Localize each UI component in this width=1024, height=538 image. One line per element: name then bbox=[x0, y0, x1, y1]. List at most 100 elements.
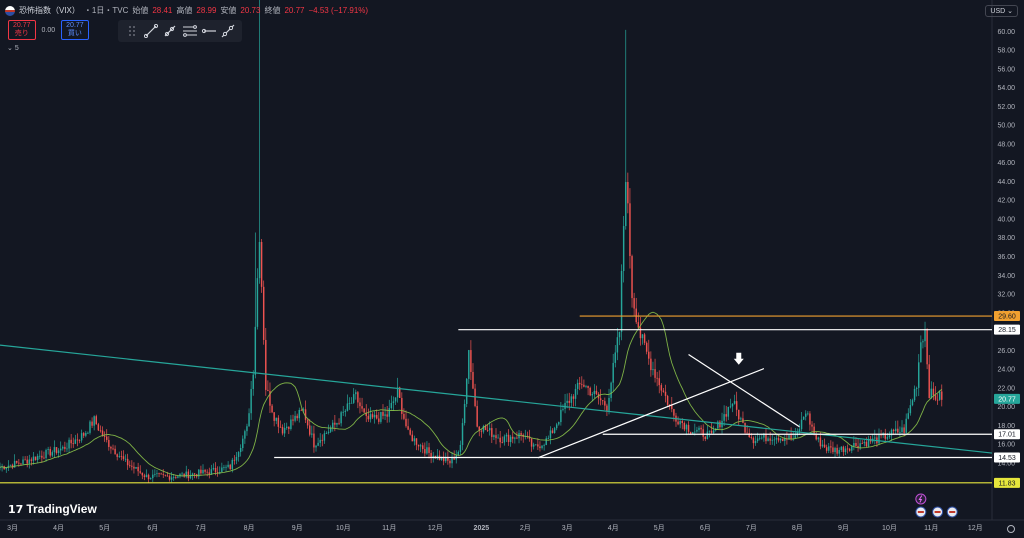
candle-body bbox=[327, 431, 330, 434]
candle-body bbox=[49, 449, 51, 456]
candle-body bbox=[394, 397, 397, 402]
level-price-label: 29.60 bbox=[998, 314, 1016, 321]
currency-selector[interactable]: USD ⌄ bbox=[985, 5, 1018, 17]
candle-body bbox=[355, 392, 357, 395]
candle-body bbox=[225, 466, 227, 468]
candle-body bbox=[445, 457, 447, 462]
candle-body bbox=[512, 436, 514, 439]
candle-body bbox=[124, 458, 127, 460]
settings-gear-icon bbox=[1007, 525, 1015, 533]
candle-body bbox=[844, 448, 847, 453]
trend-line-icon[interactable] bbox=[143, 24, 159, 38]
buy-price: 20.77 bbox=[66, 22, 84, 29]
parallel-channel-icon[interactable] bbox=[182, 24, 198, 38]
candle-body bbox=[285, 426, 288, 428]
candle-body bbox=[112, 448, 114, 450]
candle-body bbox=[746, 432, 748, 434]
us-flag-icon bbox=[5, 5, 15, 16]
candle-body bbox=[920, 342, 922, 363]
candle-body bbox=[183, 473, 185, 477]
price-tick-label: 40.00 bbox=[997, 216, 1015, 223]
candle-body bbox=[9, 464, 12, 466]
candle-body bbox=[583, 384, 585, 387]
candle-body bbox=[80, 433, 83, 441]
candle-body bbox=[840, 446, 843, 451]
candle-body bbox=[459, 444, 462, 452]
time-tick-label: 12月 bbox=[428, 524, 443, 532]
candle-body bbox=[549, 430, 552, 439]
candle-body bbox=[645, 342, 648, 352]
candle-body bbox=[796, 431, 799, 436]
symbol-name[interactable]: 恐怖指数（VIX） bbox=[19, 6, 80, 15]
buy-button[interactable]: 20.77 買い bbox=[61, 20, 89, 40]
candle-body bbox=[685, 424, 688, 430]
candle-body bbox=[258, 241, 261, 279]
candle-body bbox=[275, 417, 277, 421]
candle-body bbox=[139, 471, 141, 473]
level-price-label: 11.83 bbox=[999, 480, 1016, 487]
candle-body bbox=[558, 422, 560, 425]
high-value: 28.99 bbox=[196, 6, 217, 15]
candle-body bbox=[87, 432, 89, 434]
grip-icon[interactable] bbox=[124, 24, 140, 38]
candle-body bbox=[417, 444, 420, 447]
candle-body bbox=[311, 433, 313, 435]
candle-body bbox=[210, 469, 213, 475]
candle-body bbox=[269, 390, 271, 406]
candle-body bbox=[704, 436, 707, 439]
candle-body bbox=[712, 430, 715, 433]
candle-body bbox=[68, 439, 70, 449]
tradingview-logo[interactable]: 𝟭𝟳 TradingView bbox=[8, 502, 97, 516]
indicator-collapse-toggle[interactable]: ⌄ 5 bbox=[7, 44, 19, 52]
candle-body bbox=[461, 423, 464, 445]
candle-body bbox=[89, 421, 91, 433]
candle-body bbox=[250, 389, 252, 414]
candle-body bbox=[82, 433, 85, 436]
candle-body bbox=[359, 402, 361, 407]
sell-button[interactable]: 20.77 売り bbox=[8, 20, 36, 40]
candle-body bbox=[907, 413, 910, 419]
horizontal-ray-icon[interactable] bbox=[201, 24, 217, 38]
candle-body bbox=[608, 397, 610, 411]
candle-body bbox=[470, 350, 472, 372]
candle-body bbox=[463, 403, 466, 424]
tradingview-mark-icon: 𝟭𝟳 bbox=[8, 503, 24, 516]
time-tick-label: 5月 bbox=[654, 524, 665, 532]
us-flag-stripe bbox=[934, 511, 941, 513]
candle-body bbox=[639, 327, 642, 339]
candle-body bbox=[405, 418, 407, 427]
candle-body bbox=[491, 428, 493, 437]
moving-average-line bbox=[0, 311, 943, 477]
candle-body bbox=[93, 416, 95, 426]
candle-body bbox=[566, 400, 568, 403]
candle-body bbox=[409, 429, 411, 435]
candle-body bbox=[300, 409, 303, 411]
candle-body bbox=[380, 411, 382, 422]
price-tick-label: 18.00 bbox=[997, 423, 1015, 430]
buy-label: 買い bbox=[67, 30, 82, 37]
candle-body bbox=[85, 432, 87, 436]
candle-body bbox=[135, 466, 137, 469]
price-tick-label: 56.00 bbox=[997, 66, 1015, 73]
candle-body bbox=[924, 328, 926, 342]
candle-body bbox=[231, 459, 234, 470]
candle-body bbox=[821, 444, 824, 447]
extended-line-icon[interactable] bbox=[220, 24, 236, 38]
candle-body bbox=[283, 427, 286, 434]
candle-body bbox=[666, 395, 669, 405]
trade-panel: 20.77 売り 0.00 20.77 買い bbox=[8, 20, 89, 40]
time-tick-label: 6月 bbox=[700, 524, 711, 532]
candle-body bbox=[570, 396, 573, 403]
candle-body bbox=[143, 475, 146, 478]
candle-body bbox=[252, 374, 254, 390]
candle-body bbox=[689, 431, 692, 434]
candle-body bbox=[622, 226, 625, 271]
us-flag-stripe bbox=[949, 511, 956, 513]
ray-icon[interactable] bbox=[162, 24, 178, 38]
candle-body bbox=[539, 446, 541, 449]
candle-body bbox=[457, 451, 460, 456]
candle-body bbox=[851, 446, 853, 451]
candle-body bbox=[836, 447, 838, 454]
